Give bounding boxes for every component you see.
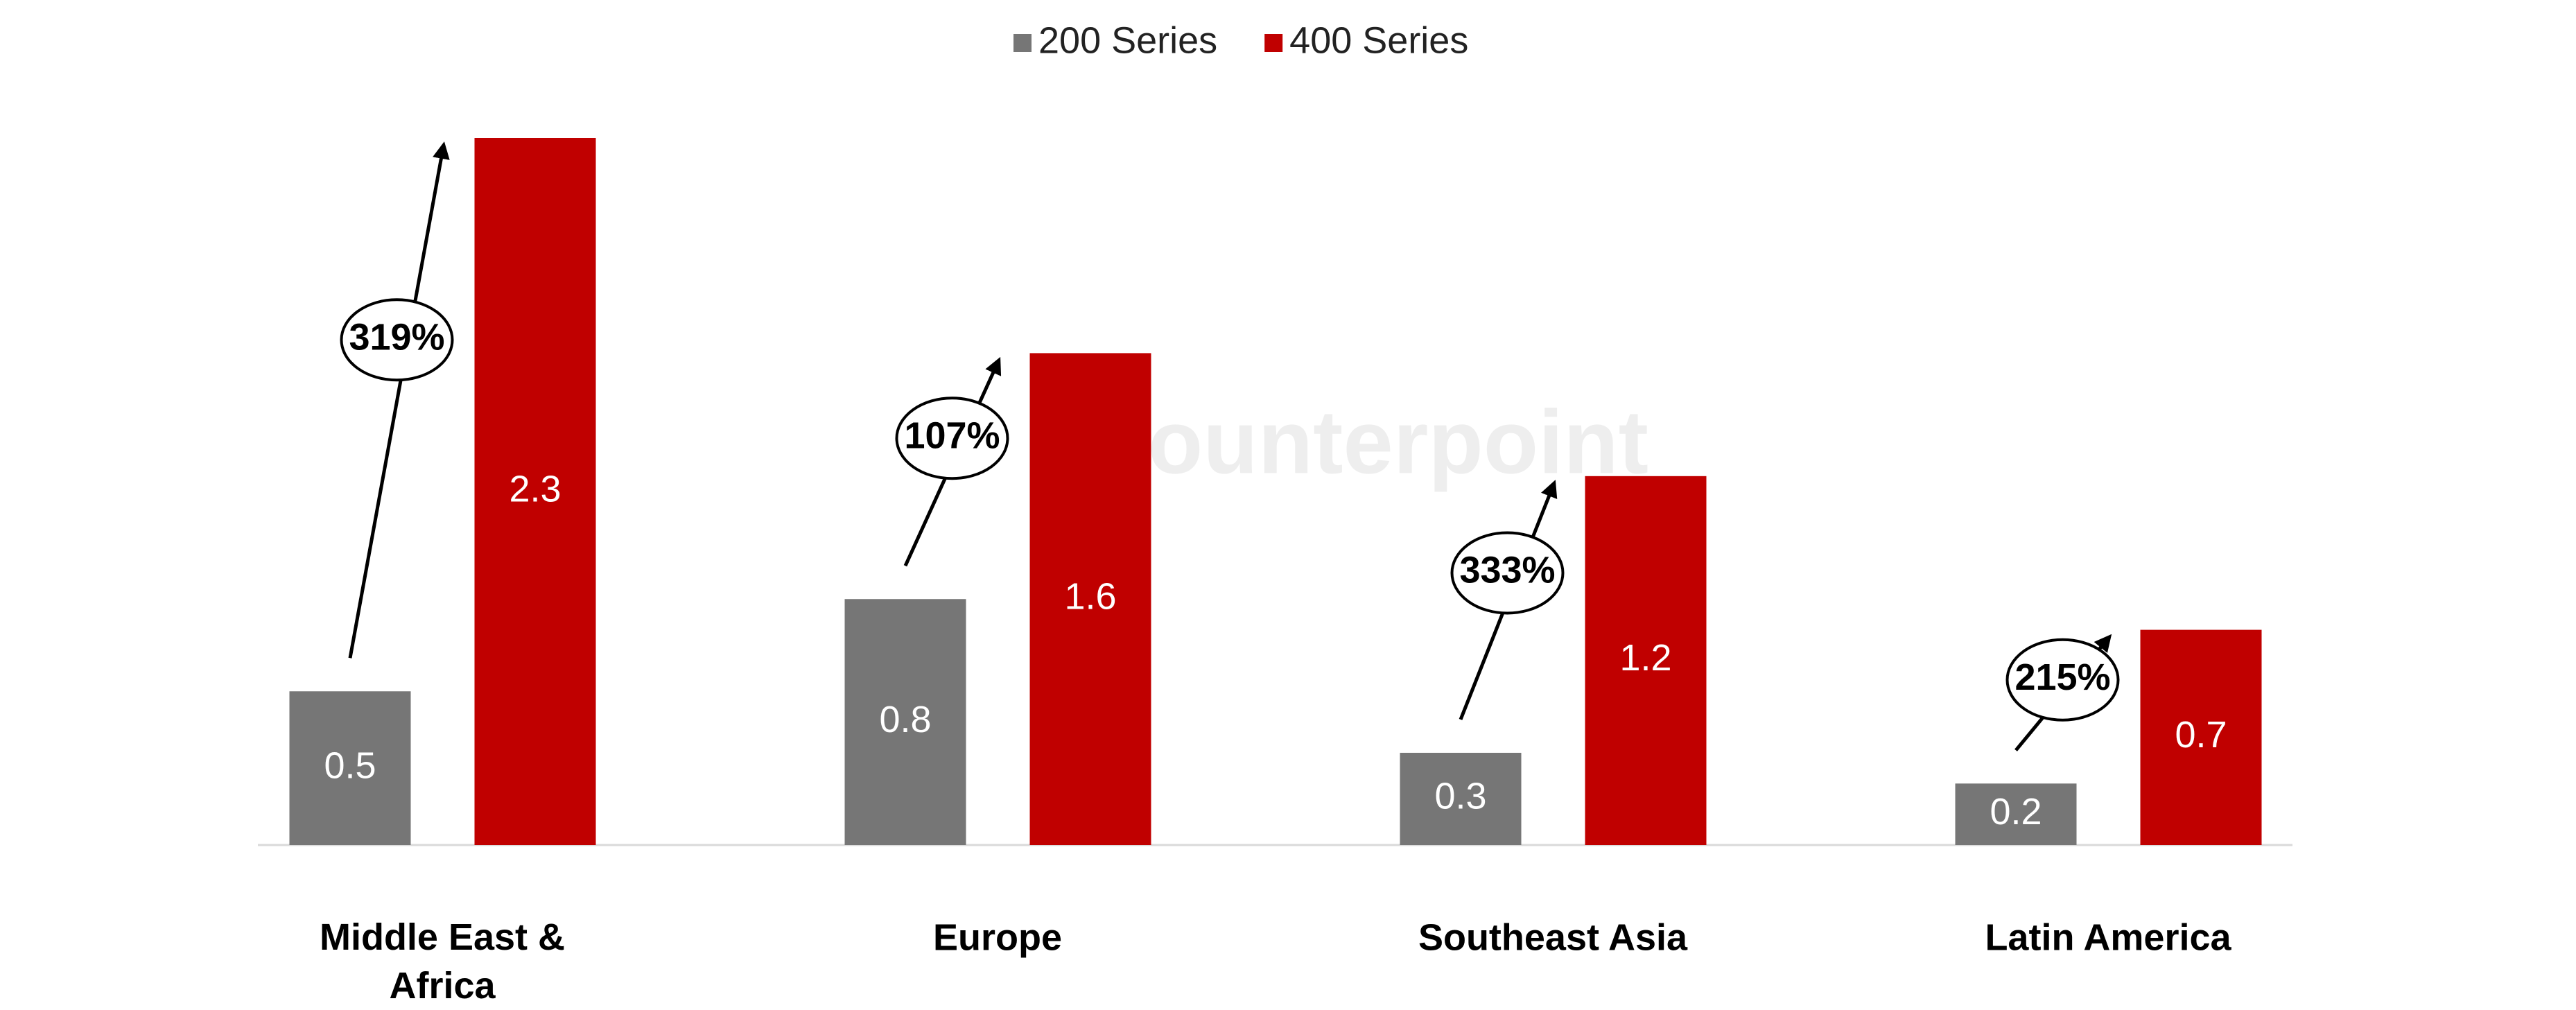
legend: 200 Series 400 Series [1013, 19, 1468, 61]
value-label: 0.2 [1990, 791, 2042, 833]
growth-bubble [1450, 531, 1565, 615]
bar [289, 691, 411, 845]
value-label: 0.3 [1434, 776, 1486, 817]
bar [474, 138, 596, 845]
bar [2140, 629, 2262, 845]
bar [1955, 783, 2077, 845]
bar [1585, 476, 1707, 845]
value-label: 1.6 [1064, 575, 1116, 617]
growth-label: 333% [1459, 550, 1555, 591]
legend-label: 200 Series [1038, 19, 1217, 61]
x-tick-label: Latin America [1985, 916, 2231, 958]
growth-bubble [2005, 638, 2120, 722]
x-tick-label: Europe [933, 916, 1062, 958]
growth-label: 215% [2014, 656, 2110, 698]
growth-bubble [340, 298, 454, 382]
value-label: 1.2 [1619, 637, 1671, 679]
bar [1400, 752, 1522, 845]
legend-label: 400 Series [1289, 19, 1468, 61]
growth-label: 319% [349, 317, 444, 358]
bar [844, 599, 966, 845]
x-tick-label: Southeast Asia [1418, 916, 1688, 958]
legend-swatch [1013, 34, 1032, 52]
value-label: 0.5 [324, 745, 376, 786]
growth-label: 107% [904, 415, 1000, 456]
x-tick-label: Middle East & Africa [320, 916, 565, 1007]
growth-bubble [895, 397, 1009, 480]
watermark: Counterpoint [1083, 391, 1648, 492]
value-label: 2.3 [509, 468, 561, 510]
value-label: 0.8 [879, 699, 931, 740]
bar [1029, 353, 1151, 845]
legend-swatch [1264, 34, 1283, 52]
growth-arrow [348, 141, 450, 659]
value-label: 0.7 [2175, 714, 2227, 756]
